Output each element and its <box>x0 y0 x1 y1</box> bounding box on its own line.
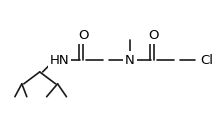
Text: O: O <box>78 29 89 42</box>
Text: N: N <box>125 53 135 67</box>
Text: O: O <box>149 29 159 42</box>
Text: Cl: Cl <box>200 53 213 67</box>
Text: HN: HN <box>50 53 69 67</box>
